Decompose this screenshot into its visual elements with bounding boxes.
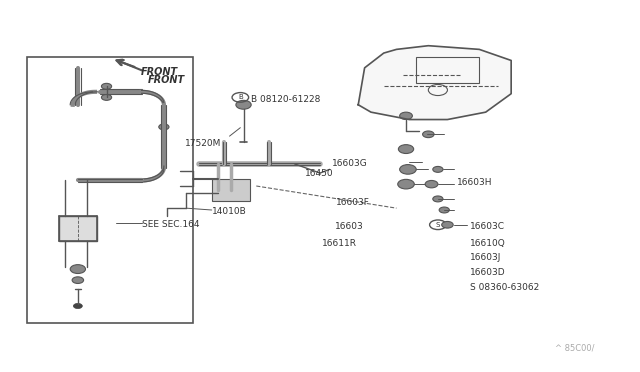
Circle shape [399, 164, 416, 174]
Bar [27, 57, 193, 323]
Text: 16603G: 16603G [332, 159, 368, 169]
Text: B: B [238, 94, 243, 100]
Text: 17520M: 17520M [185, 139, 221, 148]
Circle shape [101, 94, 111, 100]
Text: 16603D: 16603D [470, 268, 506, 277]
Text: 16450: 16450 [305, 169, 333, 177]
Circle shape [159, 124, 169, 130]
Circle shape [236, 100, 251, 109]
Polygon shape [358, 46, 511, 119]
Circle shape [433, 166, 443, 172]
Circle shape [101, 83, 111, 89]
Text: 16603: 16603 [335, 222, 364, 231]
Circle shape [422, 131, 434, 138]
Text: 16603C: 16603C [470, 222, 505, 231]
Text: FRONT: FRONT [140, 67, 177, 77]
Text: 16603H: 16603H [457, 178, 493, 187]
Text: 14010B: 14010B [212, 207, 246, 217]
Text: SEE SEC.164: SEE SEC.164 [141, 220, 199, 229]
Text: B 08120-61228: B 08120-61228 [251, 95, 321, 104]
Text: 16603J: 16603J [470, 253, 501, 263]
Circle shape [442, 221, 453, 228]
Circle shape [398, 145, 413, 154]
Text: 16611R: 16611R [322, 239, 357, 248]
Circle shape [74, 304, 83, 309]
Bar [59, 215, 97, 241]
Bar [415, 57, 479, 83]
Text: 16603F: 16603F [336, 198, 370, 207]
Circle shape [70, 264, 86, 273]
Circle shape [433, 196, 443, 202]
Text: S: S [436, 222, 440, 228]
Circle shape [399, 112, 412, 119]
Bar [212, 179, 250, 201]
Circle shape [397, 179, 414, 189]
Circle shape [72, 277, 84, 283]
Circle shape [439, 207, 449, 213]
Text: ^ 85C00/: ^ 85C00/ [554, 343, 594, 352]
Circle shape [425, 180, 438, 188]
Text: FRONT: FRONT [148, 75, 185, 85]
Text: 16610Q: 16610Q [470, 239, 506, 248]
Text: S 08360-63062: S 08360-63062 [470, 283, 539, 292]
